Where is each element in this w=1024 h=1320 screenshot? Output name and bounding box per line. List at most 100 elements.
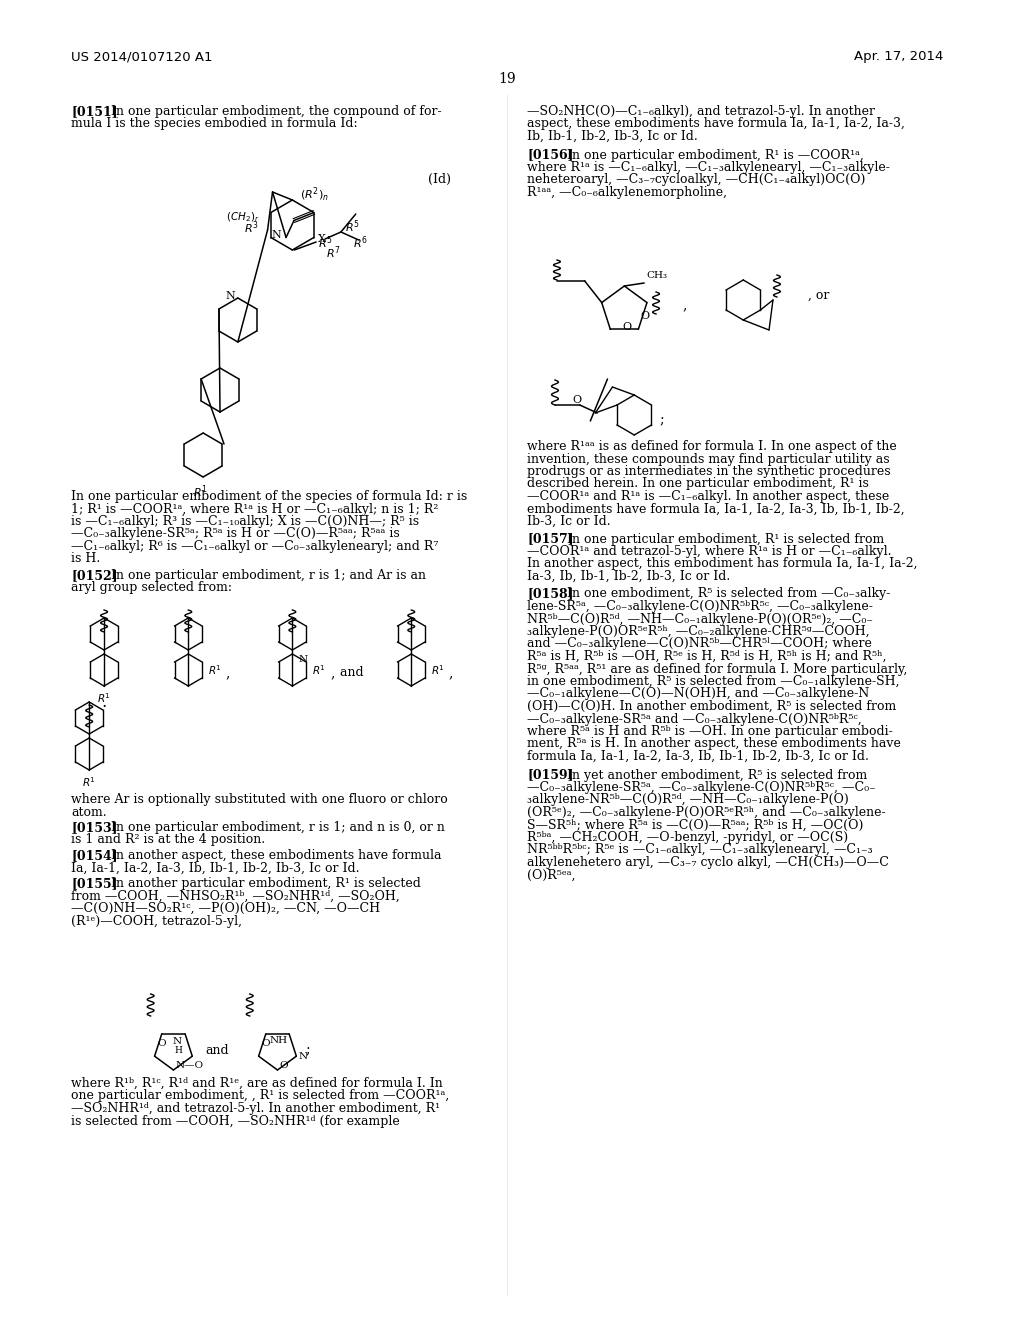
Text: NH: NH <box>269 1036 287 1045</box>
Text: $R^6$: $R^6$ <box>353 234 368 251</box>
Text: lene-SR⁵ᵃ, —C₀₋₃alkylene-C(O)NR⁵ᵇR⁵ᶜ, —C₀₋₃alkylene-: lene-SR⁵ᵃ, —C₀₋₃alkylene-C(O)NR⁵ᵇR⁵ᶜ, —C… <box>527 601 873 612</box>
Text: —COOR¹ᵃ and tetrazol-5-yl, where R¹ᵃ is H or —C₁₋₆alkyl.: —COOR¹ᵃ and tetrazol-5-yl, where R¹ᵃ is … <box>527 545 892 558</box>
Text: (R¹ᵉ)—COOH, tetrazol-5-yl,: (R¹ᵉ)—COOH, tetrazol-5-yl, <box>72 915 243 928</box>
Text: and: and <box>336 667 364 680</box>
Text: N: N <box>299 656 307 664</box>
Text: embodiments have formula Ia, Ia-1, Ia-2, Ia-3, Ib, Ib-1, Ib-2,: embodiments have formula Ia, Ia-1, Ia-2,… <box>527 503 905 516</box>
Text: N: N <box>225 290 234 301</box>
Text: O: O <box>280 1060 288 1069</box>
Text: R⁵ᵃ is H, R⁵ᵇ is —OH, R⁵ᵉ is H, R⁵ᵈ is H, R⁵ʰ is H; and R⁵ʰ,: R⁵ᵃ is H, R⁵ᵇ is —OH, R⁵ᵉ is H, R⁵ᵈ is H… <box>527 649 887 663</box>
Text: Ib, Ib-1, Ib-2, Ib-3, Ic or Id.: Ib, Ib-1, Ib-2, Ib-3, Ic or Id. <box>527 129 698 143</box>
Text: —SO₂NHC(O)—C₁₋₆alkyl), and tetrazol-5-yl. In another: —SO₂NHC(O)—C₁₋₆alkyl), and tetrazol-5-yl… <box>527 106 876 117</box>
Text: (Id): (Id) <box>428 173 452 186</box>
Text: N—O: N—O <box>175 1060 204 1069</box>
Text: H: H <box>174 1045 182 1055</box>
Text: In one particular embodiment, r is 1; and n is 0, or n: In one particular embodiment, r is 1; an… <box>111 821 444 834</box>
Text: In one particular embodiment, R¹ is —COOR¹ᵃ,: In one particular embodiment, R¹ is —COO… <box>567 149 863 161</box>
Text: R⁵ᵍ, R⁵ᵃᵃ, R⁵¹ are as defined for formula I. More particularly,: R⁵ᵍ, R⁵ᵃᵃ, R⁵¹ are as defined for formul… <box>527 663 907 676</box>
Text: [0153]: [0153] <box>72 821 118 834</box>
Text: In one particular embodiment, R¹ is selected from: In one particular embodiment, R¹ is sele… <box>567 532 884 545</box>
Text: is 1 and R² is at the 4 position.: is 1 and R² is at the 4 position. <box>72 833 265 846</box>
Text: NR⁵ᵇᵇR⁵ᵇᶜ; R⁵ᵉ is —C₁₋₆alkyl, —C₁₋₃alkylenearyl, —C₁₋₃: NR⁵ᵇᵇR⁵ᵇᶜ; R⁵ᵉ is —C₁₋₆alkyl, —C₁₋₃alkyl… <box>527 843 872 857</box>
Text: one particular embodiment, , R¹ is selected from —COOR¹ᵃ,: one particular embodiment, , R¹ is selec… <box>72 1089 450 1102</box>
Text: where R¹ᵃ is —C₁₋₆alkyl, —C₁₋₃alkylenearyl, —C₁₋₃alkyle-: where R¹ᵃ is —C₁₋₆alkyl, —C₁₋₃alkylenear… <box>527 161 890 174</box>
Text: —C₀₋₁alkylene—C(O)—N(OH)H, and —C₀₋₃alkylene-N: —C₀₋₁alkylene—C(O)—N(OH)H, and —C₀₋₃alky… <box>527 688 869 701</box>
Text: ,: , <box>449 667 454 680</box>
Text: $(R^2)_n$: $(R^2)_n$ <box>300 186 329 205</box>
Text: —C₀₋₃alkylene-SR⁵ᵃ and —C₀₋₃alkylene-C(O)NR⁵ᵇR⁵ᶜ,: —C₀₋₃alkylene-SR⁵ᵃ and —C₀₋₃alkylene-C(O… <box>527 713 862 726</box>
Text: $R^7$: $R^7$ <box>326 244 340 260</box>
Text: S—SR⁵ʰ; where R⁵ᵃ is —C(O)—R⁵ᵃᵃ; R⁵ᵇ is H, —OC(O): S—SR⁵ʰ; where R⁵ᵃ is —C(O)—R⁵ᵃᵃ; R⁵ᵇ is … <box>527 818 863 832</box>
Text: is H.: is H. <box>72 553 100 565</box>
Text: invention, these compounds may find particular utility as: invention, these compounds may find part… <box>527 453 890 466</box>
Text: NR⁵ᵇ—C(O)R⁵ᵈ, —NH—C₀₋₁alkylene-P(O)(OR⁵ᵉ)₂, —C₀₋: NR⁵ᵇ—C(O)R⁵ᵈ, —NH—C₀₋₁alkylene-P(O)(OR⁵ᵉ… <box>527 612 873 626</box>
Text: ;: ; <box>305 1043 310 1057</box>
Text: CH₃: CH₃ <box>646 271 668 280</box>
Text: [0156]: [0156] <box>527 149 573 161</box>
Text: O: O <box>640 310 649 321</box>
Text: O: O <box>261 1039 270 1048</box>
Text: , or: , or <box>808 289 829 301</box>
Text: mula I is the species embodied in formula Id:: mula I is the species embodied in formul… <box>72 117 358 131</box>
Text: where Ar is optionally substituted with one fluoro or chloro: where Ar is optionally substituted with … <box>72 793 449 807</box>
Text: [0152]: [0152] <box>72 569 118 582</box>
Text: alkylenehetero aryl, —C₃₋₇ cyclo alkyl, —CH(CH₃)—O—C: alkylenehetero aryl, —C₃₋₇ cyclo alkyl, … <box>527 855 889 869</box>
Text: aryl group selected from:: aryl group selected from: <box>72 582 232 594</box>
Text: —C₁₋₆alkyl; R⁶ is —C₁₋₆alkyl or —C₀₋₃alkylenearyl; and R⁷: —C₁₋₆alkyl; R⁶ is —C₁₋₆alkyl or —C₀₋₃alk… <box>72 540 438 553</box>
Text: prodrugs or as intermediates in the synthetic procedures: prodrugs or as intermediates in the synt… <box>527 465 891 478</box>
Text: ment, R⁵ᵃ is H. In another aspect, these embodiments have: ment, R⁵ᵃ is H. In another aspect, these… <box>527 738 901 751</box>
Text: and: and <box>205 1044 228 1056</box>
Text: In one embodiment, R⁵ is selected from —C₀₋₃alky-: In one embodiment, R⁵ is selected from —… <box>567 587 890 601</box>
Text: [0158]: [0158] <box>527 587 573 601</box>
Text: atom.: atom. <box>72 805 106 818</box>
Text: ,: , <box>226 667 230 680</box>
Text: R¹ᵃᵃ, —C₀₋₆alkylenemorpholine,: R¹ᵃᵃ, —C₀₋₆alkylenemorpholine, <box>527 186 727 199</box>
Text: —COOR¹ᵃ and R¹ᵃ is —C₁₋₆alkyl. In another aspect, these: —COOR¹ᵃ and R¹ᵃ is —C₁₋₆alkyl. In anothe… <box>527 490 890 503</box>
Text: —C(O)NH—SO₂R¹ᶜ, —P(O)(OH)₂, —CN, —O—CH: —C(O)NH—SO₂R¹ᶜ, —P(O)(OH)₂, —CN, —O—CH <box>72 902 381 915</box>
Text: In another particular embodiment, R¹ is selected: In another particular embodiment, R¹ is … <box>111 876 421 890</box>
Text: ;: ; <box>659 413 664 426</box>
Text: In another aspect, this embodiment has formula Ia, Ia-1, Ia-2,: In another aspect, this embodiment has f… <box>527 557 918 570</box>
Text: $R^1$: $R^1$ <box>312 663 326 677</box>
Text: In one particular embodiment, the compound of for-: In one particular embodiment, the compou… <box>111 106 441 117</box>
Text: ,: , <box>683 298 687 312</box>
Text: [0155]: [0155] <box>72 876 118 890</box>
Text: Apr. 17, 2014: Apr. 17, 2014 <box>854 50 943 63</box>
Text: N: N <box>173 1036 182 1045</box>
Text: Ib-3, Ic or Id.: Ib-3, Ic or Id. <box>527 515 611 528</box>
Text: $R^1$: $R^1$ <box>194 483 208 499</box>
Text: R⁵ᵇᵃ, —CH₂COOH, —O-benzyl, -pyridyl, or —OC(S): R⁵ᵇᵃ, —CH₂COOH, —O-benzyl, -pyridyl, or … <box>527 832 848 843</box>
Text: where R⁵ᵃ is H and R⁵ᵇ is —OH. In one particular embodi-: where R⁵ᵃ is H and R⁵ᵇ is —OH. In one pa… <box>527 725 893 738</box>
Text: (OR⁵ᵉ)₂, —C₀₋₃alkylene-P(O)OR⁵ᵉR⁵ʰ, and —C₀₋₃alkylene-: (OR⁵ᵉ)₂, —C₀₋₃alkylene-P(O)OR⁵ᵉR⁵ʰ, and … <box>527 807 886 818</box>
Text: where R¹ᵃᵃ is as defined for formula I. In one aspect of the: where R¹ᵃᵃ is as defined for formula I. … <box>527 440 897 453</box>
Text: $R^1$: $R^1$ <box>82 775 96 789</box>
Text: [0154]: [0154] <box>72 849 118 862</box>
Text: where R¹ᵇ, R¹ᶜ, R¹ᵈ and R¹ᵉ, are as defined for formula I. In: where R¹ᵇ, R¹ᶜ, R¹ᵈ and R¹ᵉ, are as defi… <box>72 1077 443 1090</box>
Text: $R^1$: $R^1$ <box>431 663 445 677</box>
Text: [0159]: [0159] <box>527 768 573 781</box>
Text: $R^3$: $R^3$ <box>244 219 258 236</box>
Text: O: O <box>623 322 632 333</box>
Text: in one embodiment, R⁵ is selected from —C₀₋₁alkylene-SH,: in one embodiment, R⁵ is selected from —… <box>527 675 900 688</box>
Text: $R^1$: $R^1$ <box>208 663 222 677</box>
Text: N: N <box>298 1052 307 1061</box>
Text: [0151]: [0151] <box>72 106 118 117</box>
Text: .: . <box>101 694 106 711</box>
Text: ₃alkylene-P(O)OR⁵ᵉR⁵ʰ, —C₀₋₂alkylene-CHR⁵ᵍ—COOH,: ₃alkylene-P(O)OR⁵ᵉR⁵ʰ, —C₀₋₂alkylene-CHR… <box>527 624 869 638</box>
Text: $R^5$: $R^5$ <box>317 235 333 251</box>
Text: is selected from —COOH, —SO₂NHR¹ᵈ (for example: is selected from —COOH, —SO₂NHR¹ᵈ (for e… <box>72 1114 400 1127</box>
Text: O: O <box>158 1039 166 1048</box>
Text: $R^1$: $R^1$ <box>97 690 111 705</box>
Text: N: N <box>271 230 281 239</box>
Text: (OH)—C(O)H. In another embodiment, R⁵ is selected from: (OH)—C(O)H. In another embodiment, R⁵ is… <box>527 700 896 713</box>
Text: formula Ia, Ia-1, Ia-2, Ia-3, Ib, Ib-1, Ib-2, Ib-3, Ic or Id.: formula Ia, Ia-1, Ia-2, Ia-3, Ib, Ib-1, … <box>527 750 869 763</box>
Text: —SO₂NHR¹ᵈ, and tetrazol-5-yl. In another embodiment, R¹: —SO₂NHR¹ᵈ, and tetrazol-5-yl. In another… <box>72 1102 440 1115</box>
Text: —C₀₋₃alkylene-SR⁵ᵃ, —C₀₋₃alkylene-C(O)NR⁵ᵇR⁵ᶜ, —C₀₋: —C₀₋₃alkylene-SR⁵ᵃ, —C₀₋₃alkylene-C(O)NR… <box>527 781 876 795</box>
Text: is —C₁₋₆alkyl; R³ is —C₁₋₁₀alkyl; X is —C(O)NH—; R⁵ is: is —C₁₋₆alkyl; R³ is —C₁₋₁₀alkyl; X is —… <box>72 515 420 528</box>
Text: 19: 19 <box>499 73 516 86</box>
Text: ,: , <box>330 667 335 680</box>
Text: from —COOH, —NHSO₂R¹ᵇ, —SO₂NHR¹ᵈ, —SO₂OH,: from —COOH, —NHSO₂R¹ᵇ, —SO₂NHR¹ᵈ, —SO₂OH… <box>72 890 400 903</box>
Text: In one particular embodiment, r is 1; and Ar is an: In one particular embodiment, r is 1; an… <box>111 569 426 582</box>
Text: Ia-3, Ib, Ib-1, Ib-2, Ib-3, Ic or Id.: Ia-3, Ib, Ib-1, Ib-2, Ib-3, Ic or Id. <box>527 570 730 583</box>
Text: In one particular embodiment of the species of formula Id: r is: In one particular embodiment of the spec… <box>72 490 468 503</box>
